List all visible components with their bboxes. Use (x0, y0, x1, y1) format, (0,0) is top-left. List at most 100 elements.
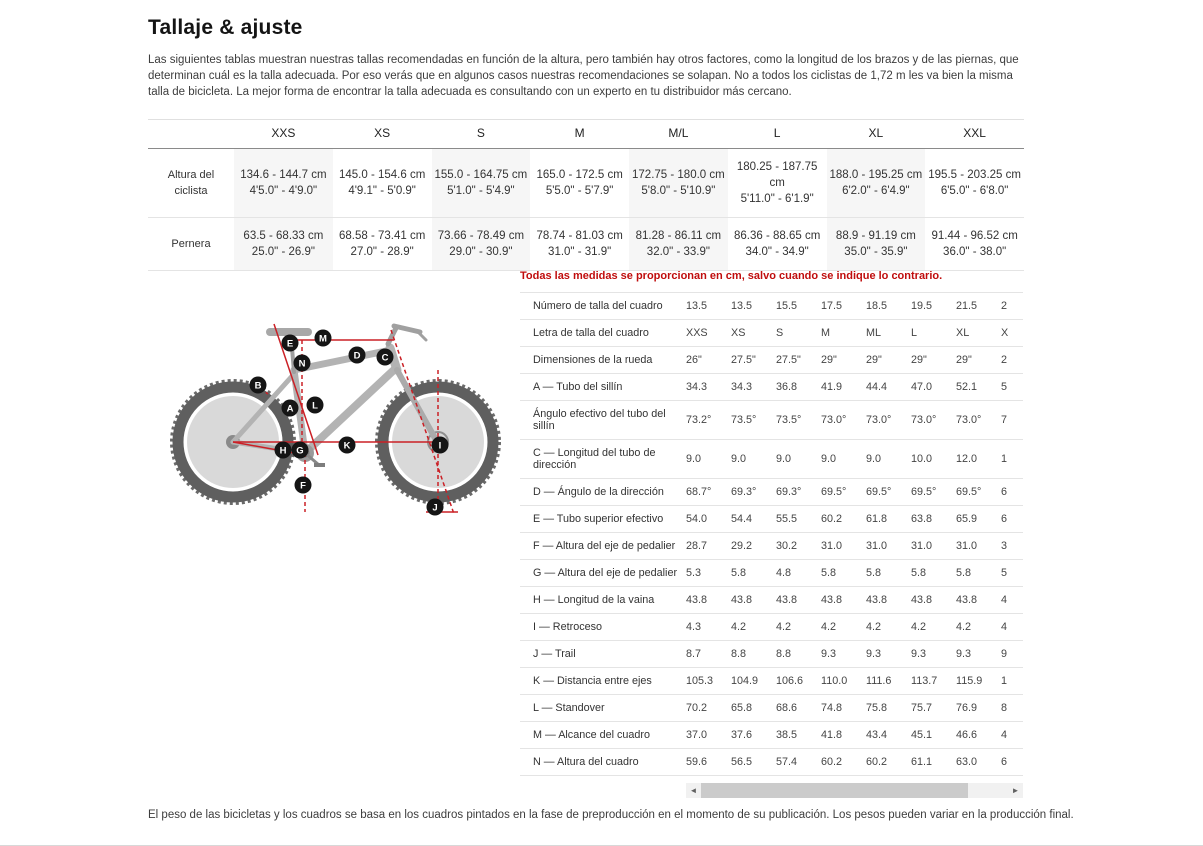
geometry-cell: XL (956, 319, 1001, 347)
diagram-label-N (293, 354, 311, 372)
size-cell: 172.75 - 180.0 cm 5'8.0" - 5'10.9" (629, 148, 728, 218)
geometry-cell: 4.3 (686, 613, 731, 641)
geometry-cell: 113.7 (911, 667, 956, 695)
size-cell: 63.5 - 68.33 cm 25.0" - 26.9" (234, 217, 333, 271)
geometry-cell: 4.8 (776, 559, 821, 587)
geometry-cell: 5 (1001, 373, 1023, 401)
geometry-cell: 8.7 (686, 640, 731, 668)
diagram-label-M (314, 329, 332, 347)
size-table-header-row: XXS XS S M M/L L XL XXL (148, 119, 1024, 149)
size-cell: 88.9 - 91.19 cm 35.0" - 35.9" (826, 217, 926, 271)
geometry-cell: 105.3 (686, 667, 731, 695)
geometry-cell: 73.5° (776, 400, 821, 440)
geometry-cell: 4 (1001, 586, 1023, 614)
geometry-cell: 69.5° (911, 478, 956, 506)
geometry-cell: 8.8 (731, 640, 776, 668)
measurements-note: Todas las medidas se proporcionan en cm,… (520, 270, 943, 282)
geometry-cell: 8 (1001, 694, 1023, 722)
scroll-left-arrow[interactable]: ◄ (686, 783, 701, 798)
horizontal-scrollbar[interactable]: ◄ ► (686, 783, 1023, 798)
geometry-cell: 6 (1001, 505, 1023, 533)
geometry-cell: 110.0 (821, 667, 866, 695)
geometry-cell: 68.7° (686, 478, 731, 506)
geometry-cell: 63.0 (956, 748, 1001, 776)
geometry-cell: 75.7 (911, 694, 956, 722)
diagram-label-text: G (296, 446, 303, 457)
geometry-cell: 65.8 (731, 694, 776, 722)
geometry-row: Dimensiones de la rueda 26" 27.5" 27.5" 29" 2… (520, 346, 1023, 374)
geometry-cell: 1 (1001, 439, 1023, 479)
geometry-row: F — Altura del eje de pedalier 28.7 29.2 30… (520, 532, 1023, 560)
diagram-letter-badges: A B C D E F GH I J K L M N (249, 329, 449, 516)
geometry-row: Letra de talla del cuadro XXS XS S M ML L XL X (520, 319, 1023, 347)
geometry-cell: 73.0° (866, 400, 911, 440)
geometry-row: N — Altura del cuadro 59.6 56.5 57.4 60.2 60.… (520, 748, 1023, 776)
scroll-right-arrow[interactable]: ► (1008, 783, 1023, 798)
geometry-cell: 5.8 (731, 559, 776, 587)
diagram-label-text: L (312, 401, 318, 412)
size-row-label: Pernera (148, 217, 234, 271)
geometry-cell: 43.8 (911, 586, 956, 614)
geometry-cell: 9.3 (956, 640, 1001, 668)
diagram-label-E (281, 334, 299, 352)
geometry-cell: 37.6 (731, 721, 776, 749)
geometry-cell: XS (731, 319, 776, 347)
diagram-label-B (249, 376, 267, 394)
size-col-header-xl: XL (826, 119, 926, 149)
geometry-cell: 5 (1001, 559, 1023, 587)
geometry-row-label: J — Trail (520, 640, 686, 668)
diagram-label-text: J (432, 503, 437, 514)
scrollbar-track[interactable] (701, 783, 1008, 798)
geometry-cell: 4.2 (731, 613, 776, 641)
geometry-cell: 13.5 (686, 292, 731, 320)
geometry-cell: 31.0 (956, 532, 1001, 560)
diagram-label-text: F (300, 481, 306, 492)
diagram-label-text: H (280, 446, 287, 457)
geometry-cell: 18.5 (866, 292, 911, 320)
diagram-label-J (426, 498, 444, 516)
scrollbar-thumb[interactable] (701, 783, 969, 798)
geometry-cell: 31.0 (821, 532, 866, 560)
geometry-row: M — Alcance del cuadro 37.0 37.6 38.5 41.8 43… (520, 721, 1023, 749)
size-col-header-m: M (530, 119, 629, 149)
diagram-label-H (274, 441, 292, 459)
geometry-cell: 115.9 (956, 667, 1001, 695)
size-row-label: Altura del ciclista (148, 148, 234, 218)
geometry-cell: 31.0 (866, 532, 911, 560)
geometry-cell: 2 (1001, 346, 1023, 374)
size-row: Pernera 63.5 - 68.33 cm 25.0" - 26.9" 68.58… (148, 217, 1024, 271)
geometry-cell: 104.9 (731, 667, 776, 695)
geometry-cell: 9.3 (911, 640, 956, 668)
geometry-cell: 68.6 (776, 694, 821, 722)
geometry-cell: 21.5 (956, 292, 1001, 320)
geometry-table-panel: Todas las medidas se proporcionan en cm,… (520, 270, 1023, 798)
diagram-label-text: B (255, 381, 262, 392)
geometry-cell: 54.4 (731, 505, 776, 533)
geometry-cell: 56.5 (731, 748, 776, 776)
geometry-cell: 30.2 (776, 532, 821, 560)
geometry-cell: 43.8 (686, 586, 731, 614)
diagram-label-text: D (354, 351, 361, 362)
geometry-cell: 45.1 (911, 721, 956, 749)
geometry-cell: 61.1 (911, 748, 956, 776)
size-cell: 195.5 - 203.25 cm 6'5.0" - 6'8.0" (925, 148, 1024, 218)
geometry-cell: 4 (1001, 721, 1023, 749)
diagram-label-text: I (439, 441, 442, 452)
geometry-cell: 3 (1001, 532, 1023, 560)
geometry-cell: 34.3 (731, 373, 776, 401)
geometry-cell: 73.5° (731, 400, 776, 440)
geometry-cell: 1 (1001, 667, 1023, 695)
size-col-header-xxs: XXS (234, 119, 333, 149)
geometry-cell: 69.3° (731, 478, 776, 506)
geometry-cell: 73.0° (956, 400, 1001, 440)
geometry-cell: 4.2 (911, 613, 956, 641)
geometry-cell: 34.3 (686, 373, 731, 401)
geometry-cell: 76.9 (956, 694, 1001, 722)
geometry-cell: S (776, 319, 821, 347)
geometry-cell: 60.2 (821, 748, 866, 776)
size-col-header-l: L (727, 119, 827, 149)
geometry-cell: 6 (1001, 748, 1023, 776)
geometry-row-label: F — Altura del eje de pedalier (520, 532, 686, 560)
geometry-cell: 6 (1001, 478, 1023, 506)
geometry-cell: 19.5 (911, 292, 956, 320)
